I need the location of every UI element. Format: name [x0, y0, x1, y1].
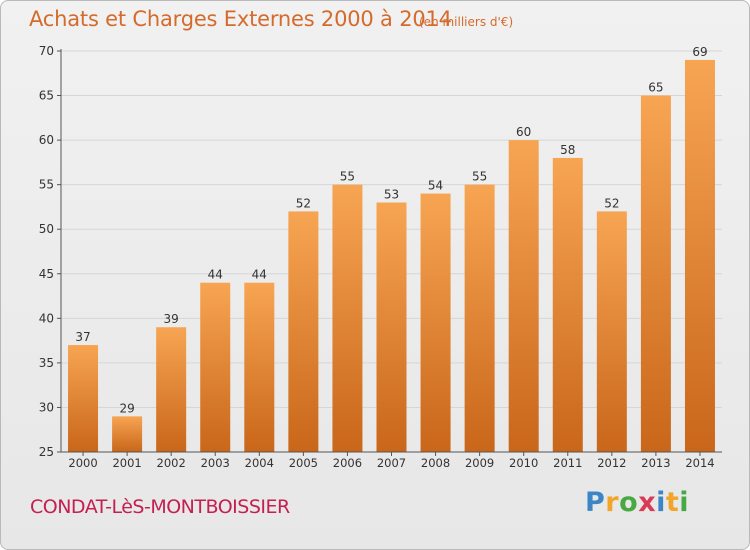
bar-2000 — [68, 345, 99, 452]
x-tick-label: 2005 — [289, 456, 318, 470]
bar-2009 — [464, 184, 495, 452]
x-tick-label: 2011 — [553, 456, 582, 470]
chart-title: Achats et Charges Externes 2000 à 2014 — [29, 7, 452, 31]
y-tick-label: 60 — [39, 133, 54, 147]
bar-2008 — [420, 193, 451, 453]
y-tick-label: 55 — [39, 178, 54, 192]
data-label: 44 — [252, 268, 267, 282]
x-tick-label: 2010 — [509, 456, 538, 470]
bar-2013 — [640, 95, 671, 453]
data-label: 53 — [384, 187, 399, 201]
bar-2012 — [596, 211, 627, 452]
data-label: 37 — [75, 330, 90, 344]
data-label: 65 — [648, 81, 663, 95]
bar-2010 — [508, 140, 539, 452]
data-label: 58 — [560, 143, 575, 157]
chart-subtitle: (en milliers d'€) — [419, 15, 514, 29]
data-label: 44 — [208, 268, 223, 282]
x-tick-label: 2012 — [597, 456, 626, 470]
bar-2007 — [376, 202, 407, 452]
y-tick-label: 25 — [39, 445, 54, 459]
bar-2011 — [552, 157, 583, 452]
y-tick-label: 30 — [39, 400, 54, 414]
data-label: 29 — [119, 401, 134, 415]
data-label: 55 — [472, 170, 487, 184]
data-label: 52 — [296, 196, 311, 210]
data-label: 69 — [692, 45, 707, 59]
y-tick-label: 65 — [39, 89, 54, 103]
commune-name: CONDAT-LèS-MONTBOISSIER — [30, 496, 290, 518]
data-label: 55 — [340, 170, 355, 184]
bar-2002 — [156, 327, 187, 452]
y-tick-label: 70 — [39, 44, 54, 58]
x-tick-label: 2002 — [157, 456, 186, 470]
bar-2004 — [244, 282, 275, 452]
data-label: 54 — [428, 179, 443, 193]
x-tick-label: 2003 — [201, 456, 230, 470]
data-label: 60 — [516, 125, 531, 139]
bar-2001 — [112, 416, 143, 452]
x-tick-label: 2008 — [421, 456, 450, 470]
y-tick-label: 40 — [39, 311, 54, 325]
bar-2006 — [332, 184, 363, 452]
x-tick-label: 2009 — [465, 456, 494, 470]
x-tick-label: 2013 — [641, 456, 670, 470]
x-tick-label: 2001 — [112, 456, 141, 470]
data-label: 39 — [164, 312, 179, 326]
x-tick-label: 2006 — [333, 456, 362, 470]
y-tick-label: 35 — [39, 356, 54, 370]
x-tick-label: 2000 — [68, 456, 97, 470]
x-tick-label: 2014 — [685, 456, 714, 470]
data-label: 52 — [604, 196, 619, 210]
proxiti-logo: Proxiti — [585, 487, 690, 518]
y-tick-label: 45 — [39, 267, 54, 281]
x-tick-label: 2004 — [245, 456, 274, 470]
y-tick-label: 50 — [39, 222, 54, 236]
x-tick-label: 2007 — [377, 456, 406, 470]
bar-2003 — [200, 282, 231, 452]
bar-2014 — [684, 59, 715, 453]
bar-2005 — [288, 211, 319, 452]
